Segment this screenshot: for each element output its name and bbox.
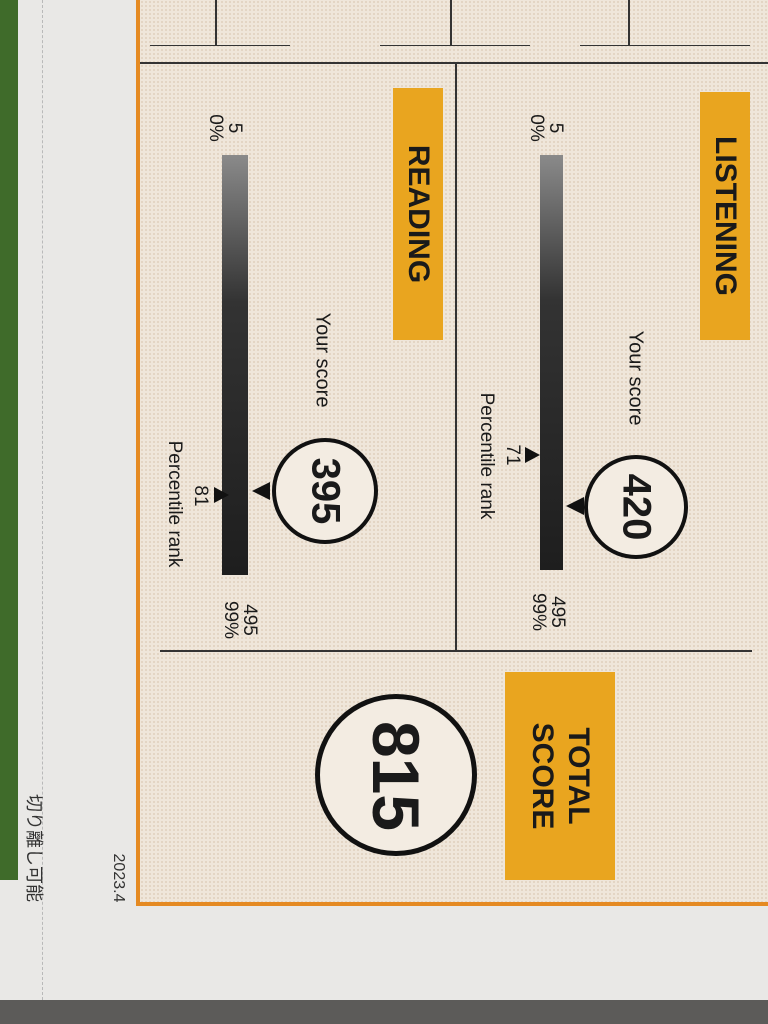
total-score-circle [315, 694, 477, 856]
max-pct: 99% [220, 600, 241, 640]
total-score-label: TOTAL SCORE [526, 722, 595, 830]
listening-score-bar [540, 155, 563, 570]
listening-your-score-label: Your score [624, 330, 647, 426]
table-surface [0, 1000, 768, 1024]
reading-score-circle [272, 438, 378, 544]
total-score: 815 [359, 720, 433, 832]
listening-percentile-label: Percentile rank [476, 392, 497, 520]
reading-percentile-label: Percentile rank [164, 440, 185, 568]
perforation-line [42, 0, 43, 1000]
issue-date: 2023.4 [110, 853, 127, 903]
detach-note: 切り離し可能 [24, 794, 44, 902]
reading-min: 5 0% [205, 114, 245, 142]
divider [160, 650, 752, 652]
min-score: 5 [224, 122, 245, 134]
divider [450, 0, 452, 46]
reading-score-bar [222, 155, 248, 575]
reading-your-score-label: Your score [311, 312, 334, 408]
min-pct: 0% [526, 114, 547, 142]
divider [215, 0, 217, 46]
divider [140, 62, 768, 64]
max-pct: 99% [528, 592, 549, 632]
max-score: 495 [547, 596, 568, 628]
reading-max: 495 99% [220, 600, 260, 640]
score-pointer-icon [252, 482, 270, 500]
reading-score: 395 [303, 457, 348, 525]
total-score-badge [505, 672, 615, 880]
divider [455, 64, 457, 652]
listening-label: LISTENING [709, 135, 742, 297]
min-score: 5 [545, 122, 566, 134]
divider [580, 45, 750, 46]
min-pct: 0% [205, 114, 226, 142]
listening-min: 5 0% [526, 114, 566, 142]
divider [380, 45, 530, 46]
score-pointer-icon [566, 497, 584, 515]
divider [628, 0, 630, 46]
percentile-marker-icon [214, 487, 229, 503]
green-strip [0, 0, 18, 880]
percentile-marker-icon [525, 447, 540, 463]
listening-max: 495 99% [528, 592, 568, 632]
max-score: 495 [239, 604, 260, 636]
listening-score: 420 [614, 473, 659, 541]
listening-percentile: 71 [502, 444, 523, 466]
divider [150, 45, 290, 46]
reading-badge [393, 88, 443, 340]
reading-label: READING [402, 144, 435, 284]
listening-badge [700, 92, 750, 340]
listening-score-circle [584, 455, 688, 559]
reading-percentile: 81 [190, 485, 211, 507]
